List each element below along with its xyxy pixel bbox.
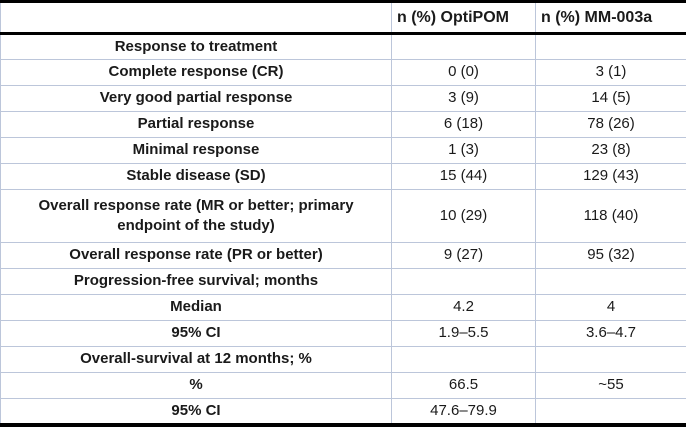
table-row-section-pfs: Progression-free survival; months xyxy=(0,268,686,295)
cell-optipom: 3 (9) xyxy=(391,85,536,112)
row-label: 95% CI xyxy=(0,398,392,427)
row-label: Partial response xyxy=(0,111,392,138)
table-row-section-response: Response to treatment xyxy=(0,33,686,60)
table-row-stable-disease: Stable disease (SD) 15 (44) 129 (43) xyxy=(0,163,686,190)
table-row-section-os: Overall-survival at 12 months; % xyxy=(0,346,686,373)
cell-optipom: 10 (29) xyxy=(391,189,536,243)
table-row-os-ci: 95% CI 47.6–79.9 xyxy=(0,398,686,427)
cell-mm003 xyxy=(535,268,686,295)
cell-mm003: 3.6–4.7 xyxy=(535,320,686,347)
cell-mm003: 95 (32) xyxy=(535,242,686,269)
cell-optipom: 15 (44) xyxy=(391,163,536,190)
header-optipom-column: n (%) OptiPOM xyxy=(391,0,536,35)
row-label: Overall response rate (PR or better) xyxy=(0,242,392,269)
row-label: Progression-free survival; months xyxy=(0,268,392,295)
cell-optipom: 6 (18) xyxy=(391,111,536,138)
header-mm003-column: n (%) MM-003a xyxy=(535,0,686,35)
cell-optipom: 9 (27) xyxy=(391,242,536,269)
cell-mm003 xyxy=(535,33,686,60)
cell-mm003 xyxy=(535,346,686,373)
cell-optipom xyxy=(391,346,536,373)
cell-optipom: 1.9–5.5 xyxy=(391,320,536,347)
table-row-orr-pr: Overall response rate (PR or better) 9 (… xyxy=(0,242,686,269)
table-row-partial-response: Partial response 6 (18) 78 (26) xyxy=(0,111,686,138)
cell-mm003: 14 (5) xyxy=(535,85,686,112)
cell-optipom: 66.5 xyxy=(391,372,536,399)
cell-optipom: 47.6–79.9 xyxy=(391,398,536,427)
cell-optipom: 0 (0) xyxy=(391,59,536,86)
cell-optipom: 4.2 xyxy=(391,294,536,321)
table-row-minimal-response: Minimal response 1 (3) 23 (8) xyxy=(0,137,686,164)
cell-mm003: 23 (8) xyxy=(535,137,686,164)
row-label: Overall response rate (MR or better; pri… xyxy=(0,189,392,243)
cell-mm003: 3 (1) xyxy=(535,59,686,86)
cell-optipom xyxy=(391,33,536,60)
table-row-pfs-median: Median 4.2 4 xyxy=(0,294,686,321)
row-label: Complete response (CR) xyxy=(0,59,392,86)
row-label: Overall-survival at 12 months; % xyxy=(0,346,392,373)
table-row-vgpr: Very good partial response 3 (9) 14 (5) xyxy=(0,85,686,112)
cell-mm003: 4 xyxy=(535,294,686,321)
table-row-orr-mr: Overall response rate (MR or better; pri… xyxy=(0,189,686,243)
cell-optipom xyxy=(391,268,536,295)
cell-mm003: 118 (40) xyxy=(535,189,686,243)
row-label: % xyxy=(0,372,392,399)
table-row-complete-response: Complete response (CR) 0 (0) 3 (1) xyxy=(0,59,686,86)
table-row-os-percent: % 66.5 ~55 xyxy=(0,372,686,399)
row-label: 95% CI xyxy=(0,320,392,347)
row-label: Median xyxy=(0,294,392,321)
results-table: n (%) OptiPOM n (%) MM-003a Response to … xyxy=(0,0,686,427)
cell-mm003: ~55 xyxy=(535,372,686,399)
cell-mm003: 78 (26) xyxy=(535,111,686,138)
row-label: Stable disease (SD) xyxy=(0,163,392,190)
cell-optipom: 1 (3) xyxy=(391,137,536,164)
row-label: Response to treatment xyxy=(0,33,392,60)
header-label-column xyxy=(0,0,392,35)
cell-mm003: 129 (43) xyxy=(535,163,686,190)
table-header-row: n (%) OptiPOM n (%) MM-003a xyxy=(0,0,686,35)
table-row-pfs-ci: 95% CI 1.9–5.5 3.6–4.7 xyxy=(0,320,686,347)
row-label: Very good partial response xyxy=(0,85,392,112)
cell-mm003 xyxy=(535,398,686,427)
row-label: Minimal response xyxy=(0,137,392,164)
